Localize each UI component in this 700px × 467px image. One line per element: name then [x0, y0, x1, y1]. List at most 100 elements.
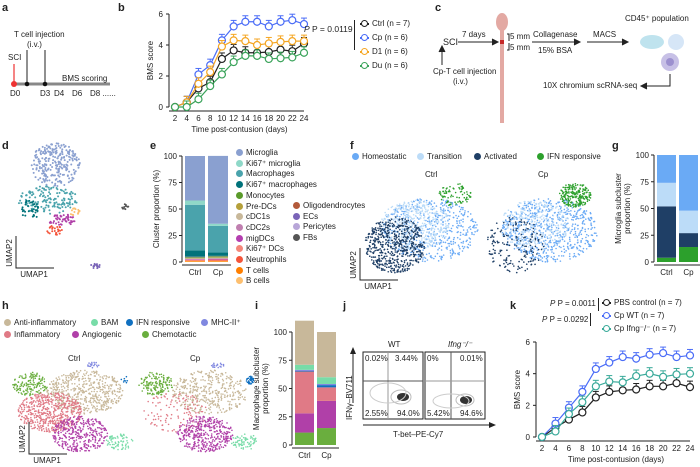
umap-point — [439, 206, 442, 209]
umap-point — [378, 260, 381, 263]
umap-point — [551, 248, 553, 251]
umap-point — [567, 201, 570, 204]
umap-point — [578, 249, 581, 251]
umap-point — [395, 243, 398, 246]
umap-point — [370, 248, 373, 250]
umap-point — [573, 192, 576, 194]
umap-point — [440, 234, 443, 237]
umap-point — [388, 221, 391, 223]
umap-point — [588, 191, 591, 194]
legend-item: Pericytes — [293, 222, 336, 231]
umap-point — [387, 229, 389, 232]
umap-point — [78, 379, 80, 382]
umap-point — [55, 186, 58, 189]
umap-point — [41, 200, 44, 203]
umap-point — [459, 234, 462, 236]
umap-point — [57, 414, 60, 417]
umap-point — [449, 249, 452, 252]
umap-point — [390, 206, 393, 209]
umap-point — [507, 215, 510, 217]
umap-point — [447, 225, 450, 227]
umap-point — [379, 243, 382, 246]
umap-point — [579, 188, 582, 190]
umap-point — [516, 241, 518, 244]
umap-point — [400, 232, 403, 235]
umap-point — [34, 156, 37, 159]
umap-point — [423, 214, 425, 217]
umap-point — [63, 159, 66, 162]
umap-point — [472, 220, 475, 223]
umap-point — [38, 162, 41, 165]
umap-point — [88, 380, 90, 382]
umap-point — [62, 173, 65, 176]
legend-label: Ki67⁺ DCs — [246, 244, 285, 254]
umap-point — [369, 239, 372, 242]
umap-point — [377, 238, 380, 241]
umap-point — [446, 224, 448, 227]
b-cell-cluster — [69, 207, 81, 216]
umap-point — [54, 428, 57, 430]
umap-point — [457, 215, 460, 218]
umap-point — [522, 240, 525, 243]
umap-point — [512, 229, 515, 231]
umap-point — [587, 189, 590, 192]
umap-point — [58, 402, 61, 404]
umap-point — [387, 237, 389, 240]
umap-point — [374, 237, 376, 239]
umap-point — [405, 236, 407, 239]
umap-point — [516, 247, 518, 249]
umap-point — [406, 248, 408, 251]
umap-point — [513, 215, 516, 218]
umap-point — [566, 203, 569, 206]
umap-point — [26, 389, 28, 392]
umap-point — [590, 222, 592, 224]
umap-point — [57, 168, 60, 171]
umap-point — [590, 224, 593, 227]
umap-point — [425, 219, 427, 222]
days-label: 7 days — [462, 30, 486, 39]
bar-segment — [185, 261, 205, 262]
umap-point — [492, 244, 495, 247]
umap-point — [81, 390, 83, 392]
umap-point — [494, 232, 497, 234]
umap-point — [44, 179, 47, 182]
umap-point — [505, 257, 508, 259]
umap-point — [574, 243, 576, 246]
umap-point — [546, 237, 549, 240]
umap-point — [40, 429, 43, 432]
umap-point — [381, 251, 384, 254]
umap-point — [507, 263, 509, 266]
umap-point — [513, 218, 516, 221]
umap-point — [63, 387, 66, 389]
umap-point — [448, 189, 451, 191]
umap-point — [381, 234, 384, 237]
umap-point — [38, 166, 41, 169]
umap-point — [466, 193, 469, 196]
umap-point — [573, 210, 576, 213]
umap-point — [518, 237, 521, 240]
umap-point — [23, 422, 26, 424]
umap-point — [541, 211, 544, 213]
umap-point — [21, 214, 24, 217]
dot-marker-icon — [236, 170, 243, 178]
umap-point — [96, 398, 99, 401]
umap-point — [544, 261, 547, 263]
p-value-b: P P = 0.0119 — [304, 24, 353, 34]
umap-point — [562, 245, 565, 248]
umap-point — [388, 259, 391, 262]
umap-point — [16, 387, 18, 389]
umap-point — [66, 174, 69, 177]
umap-point — [520, 251, 523, 253]
data-point — [182, 102, 191, 112]
umap-point — [374, 227, 377, 229]
y-axis-label: Cluster proportion (%) — [152, 170, 161, 249]
dot-marker-icon — [236, 266, 243, 274]
umap-point — [369, 245, 371, 248]
umap-point — [537, 248, 540, 251]
umap-point — [529, 240, 531, 242]
umap-point — [447, 190, 450, 193]
umap-point — [526, 217, 528, 220]
umap-point — [399, 224, 402, 227]
umap-point — [428, 228, 431, 230]
p-value-text: P = 0.0119 — [312, 24, 353, 34]
